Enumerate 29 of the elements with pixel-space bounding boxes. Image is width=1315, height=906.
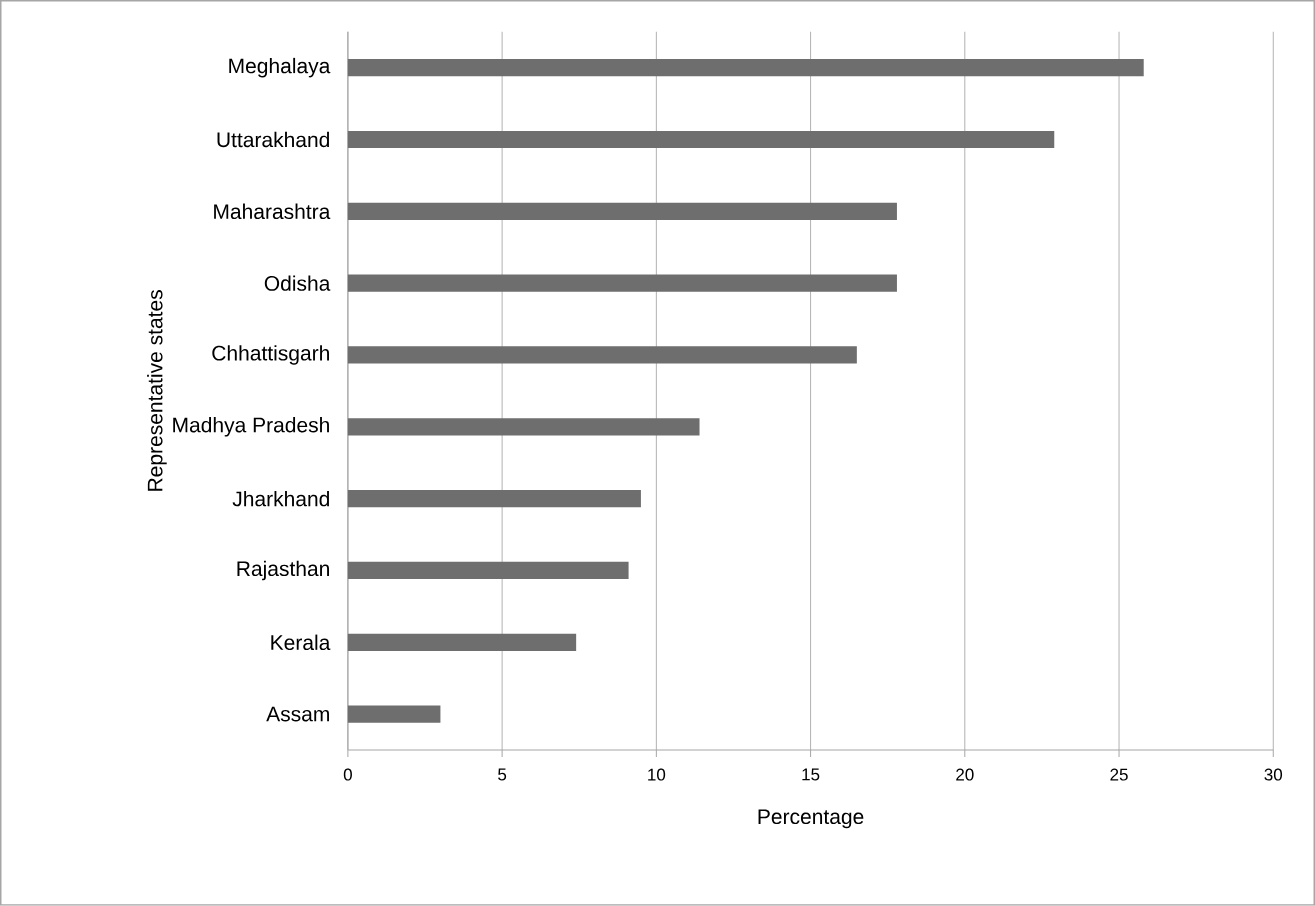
x-tick-label: 5 — [498, 768, 507, 781]
y-tick-label: Assam — [266, 706, 329, 722]
x-tick-label: 20 — [956, 768, 974, 781]
x-axis-title: Percentage — [758, 809, 864, 829]
bar — [347, 202, 897, 221]
y-tick-label: Uttarakhand — [217, 131, 329, 148]
bar — [347, 274, 897, 292]
y-tick-label: Meghalaya — [229, 57, 331, 78]
bar — [347, 705, 441, 723]
x-tick-label: 10 — [648, 768, 666, 781]
bar — [347, 490, 641, 508]
bar — [347, 418, 700, 436]
y-tick-label: Maharashtra — [214, 203, 331, 220]
bar — [347, 130, 1055, 149]
y-tick-label: Chhattisgarh — [212, 345, 329, 365]
x-tick-label: 30 — [1264, 768, 1283, 781]
y-tick-label: Jharkhand — [232, 491, 329, 507]
bar — [347, 633, 577, 651]
bar — [347, 346, 857, 364]
y-tick-label: Odisha — [264, 275, 331, 291]
x-tick-label: 15 — [802, 768, 820, 781]
x-tick-label: 0 — [343, 768, 352, 781]
bar — [347, 561, 629, 580]
y-tick-label: Kerala — [271, 634, 331, 651]
x-tick-label: 25 — [1110, 768, 1128, 781]
y-tick-label: Rajasthan — [237, 560, 329, 581]
y-tick-label: Madhya Pradesh — [173, 417, 329, 437]
y-axis-title: Representative states — [147, 290, 167, 491]
bar — [347, 59, 1144, 77]
